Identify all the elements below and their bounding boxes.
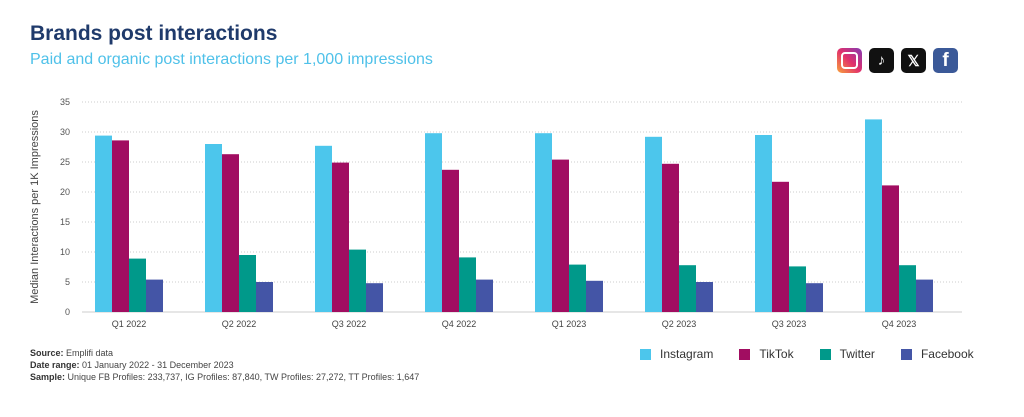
sample-label: Sample: xyxy=(30,372,66,382)
y-tick-label: 0 xyxy=(65,307,70,317)
legend-item-facebook: Facebook xyxy=(900,347,974,361)
instagram-icon xyxy=(837,48,862,73)
bar-twitter xyxy=(129,258,146,312)
y-tick-label: 15 xyxy=(60,217,70,227)
y-tick-label: 10 xyxy=(60,247,70,257)
bar-facebook xyxy=(586,280,603,312)
legend-label: Twitter xyxy=(839,347,875,361)
bar-twitter xyxy=(899,265,916,312)
y-tick-label: 30 xyxy=(60,127,70,137)
chart-subtitle: Paid and organic post interactions per 1… xyxy=(30,51,433,68)
legend-item-instagram: Instagram xyxy=(640,347,713,361)
bar-instagram xyxy=(535,133,552,312)
bar-tiktok xyxy=(112,140,129,312)
tiktok-icon: ♪ xyxy=(869,48,894,73)
bar-facebook xyxy=(476,279,493,312)
bar-facebook xyxy=(916,279,933,312)
x-tick-label: Q2 2023 xyxy=(662,319,697,329)
y-axis-label: Median Interactions per 1K Impressions xyxy=(29,110,41,304)
bar-facebook xyxy=(366,283,383,312)
bar-tiktok xyxy=(552,159,569,312)
y-tick-label: 25 xyxy=(60,157,70,167)
bar-instagram xyxy=(315,145,332,312)
bar-twitter xyxy=(789,266,806,312)
source-text: Emplifi data xyxy=(66,348,114,358)
legend-swatch xyxy=(739,348,751,360)
bar-tiktok xyxy=(662,163,679,312)
bar-instagram xyxy=(645,136,662,312)
bar-instagram xyxy=(425,133,442,312)
x-tick-label: Q1 2022 xyxy=(112,319,147,329)
y-tick-label: 35 xyxy=(60,97,70,107)
legend-swatch xyxy=(819,348,831,360)
legend-swatch xyxy=(640,348,651,360)
bar-tiktok xyxy=(442,169,459,312)
bar-instagram xyxy=(755,135,772,312)
bar-twitter xyxy=(459,257,476,312)
legend-item-tiktok: TikTok xyxy=(739,347,794,361)
legend-item-twitter: Twitter xyxy=(819,347,875,361)
legend-label: Facebook xyxy=(920,347,974,361)
chart-footnote: Source: Emplifi data Date range: 01 Janu… xyxy=(30,347,419,383)
x-tick-label: Q3 2022 xyxy=(332,319,367,329)
bar-instagram xyxy=(95,135,112,312)
x-icon: 𝕏 xyxy=(901,48,926,73)
bar-instagram xyxy=(205,144,222,312)
bar-twitter xyxy=(239,255,256,312)
x-tick-label: Q1 2023 xyxy=(552,319,587,329)
legend-swatch xyxy=(900,348,912,360)
x-tick-label: Q4 2022 xyxy=(442,319,477,329)
date-text: 01 January 2022 - 31 December 2023 xyxy=(82,360,234,370)
bar-tiktok xyxy=(772,181,789,312)
bar-tiktok xyxy=(882,185,899,312)
bar-twitter xyxy=(679,265,696,312)
y-tick-label: 20 xyxy=(60,187,70,197)
x-tick-label: Q3 2023 xyxy=(772,319,807,329)
social-icons: ♪ 𝕏 f xyxy=(837,48,958,73)
x-tick-label: Q2 2022 xyxy=(222,319,257,329)
date-label: Date range: xyxy=(30,360,80,370)
bar-facebook xyxy=(146,279,163,312)
bar-instagram xyxy=(865,119,882,313)
chart-title: Brands post interactions xyxy=(30,22,278,45)
facebook-icon: f xyxy=(933,48,958,73)
legend: Instagram TikTok Twitter Facebook xyxy=(640,347,974,361)
bar-tiktok xyxy=(332,162,349,312)
bar-facebook xyxy=(696,282,713,312)
legend-label: Instagram xyxy=(660,347,714,361)
legend-label: TikTok xyxy=(759,347,794,361)
x-tick-label: Q4 2023 xyxy=(882,319,917,329)
y-tick-label: 5 xyxy=(65,277,70,287)
bar-twitter xyxy=(569,264,586,312)
bar-twitter xyxy=(349,249,366,312)
source-label: Source: xyxy=(30,348,64,358)
bar-facebook xyxy=(256,282,273,312)
bar-tiktok xyxy=(222,154,239,312)
bar-facebook xyxy=(806,283,823,312)
bar-chart: 0 5 10 15 20 25 30 35 Median Interactions per 1K… xyxy=(29,97,962,329)
sample-text: Unique FB Profiles: 233,737, IG Profiles… xyxy=(67,372,420,382)
